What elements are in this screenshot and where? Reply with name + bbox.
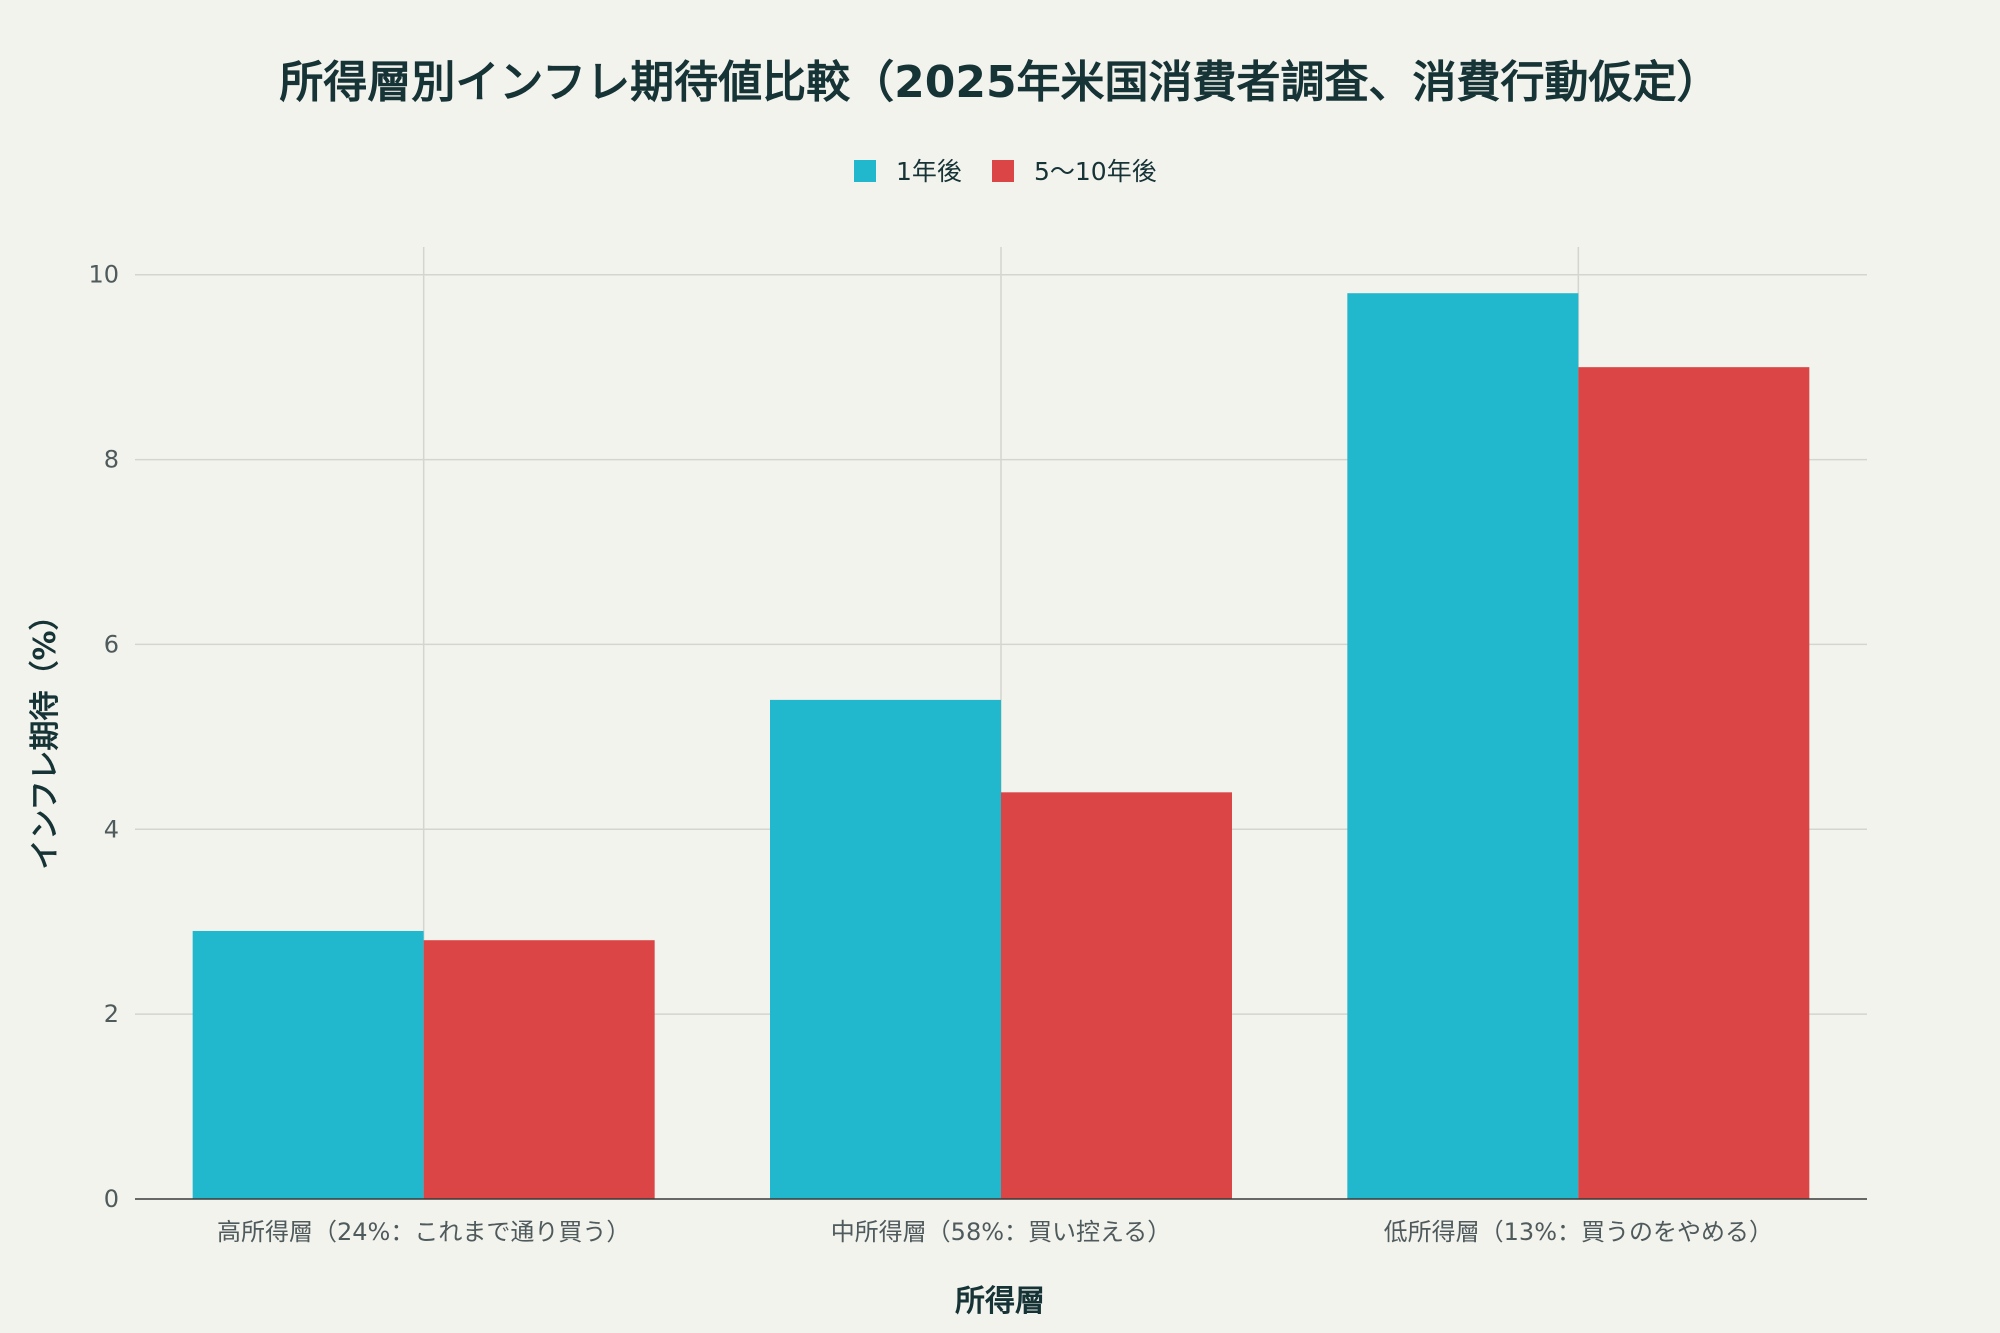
y-tick-label: 6: [104, 630, 119, 658]
legend-label: 5〜10年後: [1034, 157, 1157, 186]
x-tick-label: 高所得層（24%：これまで通り買う）: [217, 1218, 630, 1246]
y-tick-label: 10: [88, 261, 119, 289]
y-axis-title: インフレ期待（%）: [28, 600, 63, 869]
chart-title: 所得層別インフレ期待値比較（2025年米国消費者調査、消費行動仮定）: [279, 57, 1720, 108]
bar-series1: [770, 699, 1001, 1199]
legend: 1年後 5〜10年後: [854, 157, 1157, 186]
legend-swatch: [854, 160, 876, 182]
x-axis-title: 所得層: [955, 1284, 1045, 1319]
y-tick-label: 2: [104, 1000, 119, 1028]
bar-series1: [192, 930, 424, 1199]
legend-label: 1年後: [896, 157, 962, 186]
bar-series2: [1578, 367, 1810, 1199]
bar-series1: [1347, 293, 1579, 1199]
axes: 0 2 4 6 8 10 高所得層（24%：これまで通り買う） 中所得層（58%：買い控える）…: [88, 261, 1867, 1246]
y-tick-label: 8: [104, 446, 119, 474]
x-tick-label: 中所得層（58%：買い控える）: [831, 1218, 1172, 1246]
legend-swatch: [992, 160, 1014, 182]
y-tick-label: 4: [104, 815, 119, 843]
bar-series2: [423, 940, 655, 1199]
bar-series2: [1001, 792, 1232, 1199]
bars: [192, 293, 1810, 1199]
y-tick-label: 0: [104, 1185, 119, 1213]
x-tick-label: 低所得層（13%：買うのをやめる）: [1384, 1218, 1773, 1246]
